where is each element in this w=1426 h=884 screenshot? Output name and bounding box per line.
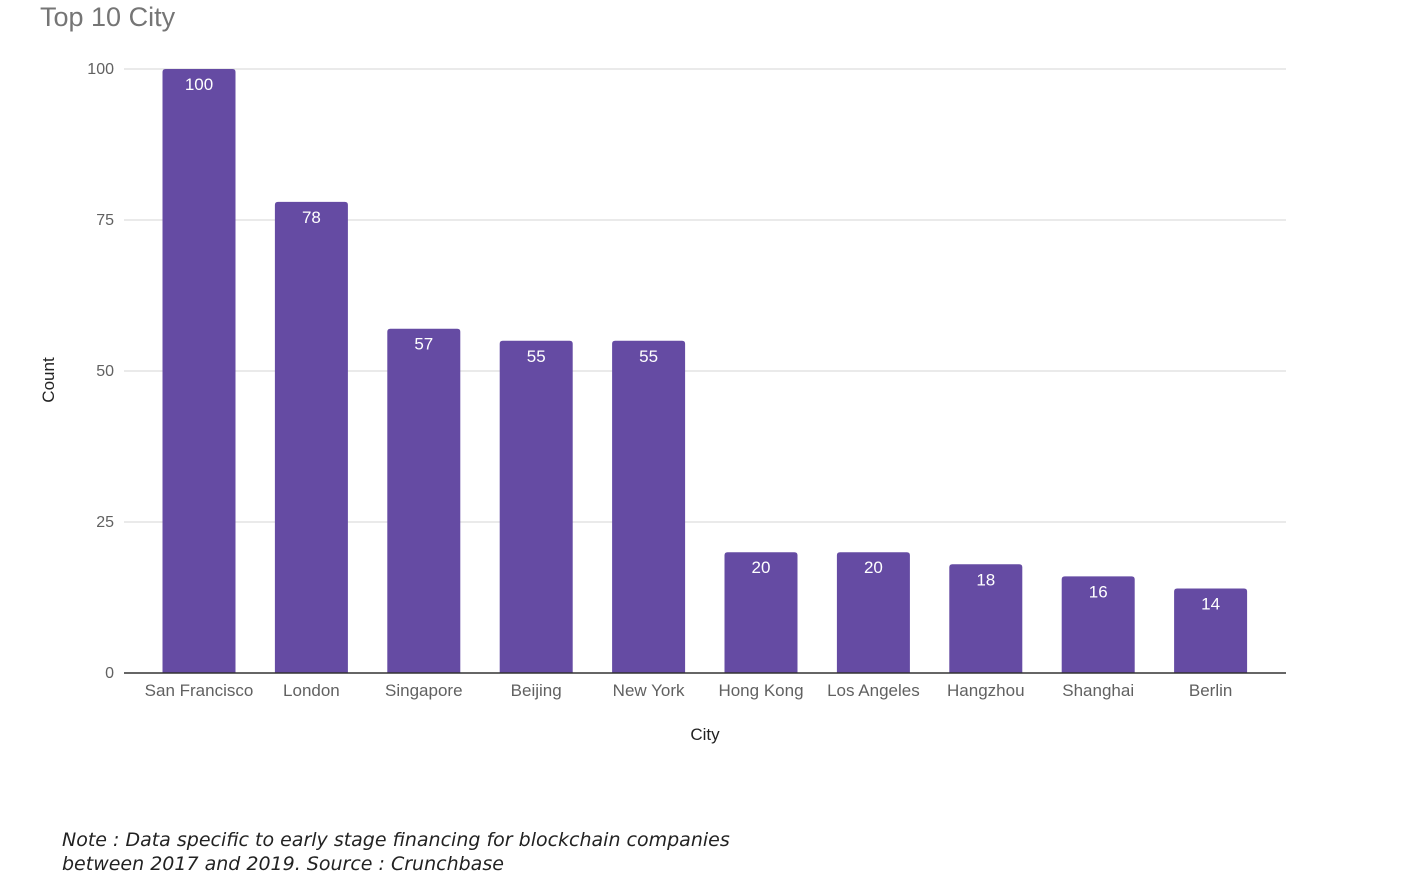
x-tick-label: Hangzhou [947, 681, 1025, 700]
data-label: 55 [527, 347, 546, 366]
x-tick-label: Beijing [511, 681, 562, 700]
bar-shanghai [1061, 576, 1135, 673]
x-tick-label: Los Angeles [827, 681, 920, 700]
x-tick-label: San Francisco [145, 681, 254, 700]
chart-title: Top 10 City [40, 2, 176, 32]
data-label: 55 [639, 347, 658, 366]
bar-beijing [499, 340, 573, 673]
x-tick-label: New York [613, 681, 685, 700]
data-label: 18 [976, 570, 995, 589]
x-tick-label: Berlin [1189, 681, 1232, 700]
bar-berlin [1174, 588, 1248, 673]
y-tick-label: 25 [96, 514, 114, 531]
y-axis-ticks: 0 25 50 75 100 [87, 61, 114, 682]
x-tick-label: London [283, 681, 340, 700]
data-label: 14 [1201, 594, 1220, 613]
footnote-line-2: between 2017 and 2019. Source : Crunchba… [62, 853, 504, 875]
data-labels: 100 78 57 55 55 20 20 18 16 14 [185, 75, 1220, 613]
bar-los-angeles [836, 552, 910, 673]
data-label: 20 [864, 558, 883, 577]
y-tick-label: 0 [105, 665, 114, 682]
x-axis-title: City [690, 725, 720, 744]
y-axis-title: Count [39, 357, 58, 403]
footnote: Note : Data specific to early stage fina… [62, 828, 962, 876]
x-tick-label: Singapore [385, 681, 463, 700]
bar-singapore [387, 328, 461, 673]
x-axis-ticks: San Francisco London Singapore Beijing New Y… [145, 681, 1233, 700]
bar-hangzhou [949, 564, 1023, 673]
x-tick-label: Shanghai [1062, 681, 1134, 700]
bar-san-francisco [162, 69, 236, 673]
x-tick-label: Hong Kong [718, 681, 803, 700]
data-label: 78 [302, 208, 321, 227]
bar-hong-kong [724, 552, 798, 673]
bar-new-york [612, 340, 686, 673]
y-tick-label: 100 [87, 61, 114, 78]
bar-london [274, 201, 348, 673]
bars [162, 69, 1248, 673]
data-label: 20 [752, 558, 771, 577]
data-label: 100 [185, 75, 213, 94]
y-tick-label: 75 [96, 212, 114, 229]
y-tick-label: 50 [96, 363, 114, 380]
footnote-line-1: Note : Data specific to early stage fina… [62, 829, 730, 851]
data-label: 57 [414, 335, 433, 354]
data-label: 16 [1089, 582, 1108, 601]
